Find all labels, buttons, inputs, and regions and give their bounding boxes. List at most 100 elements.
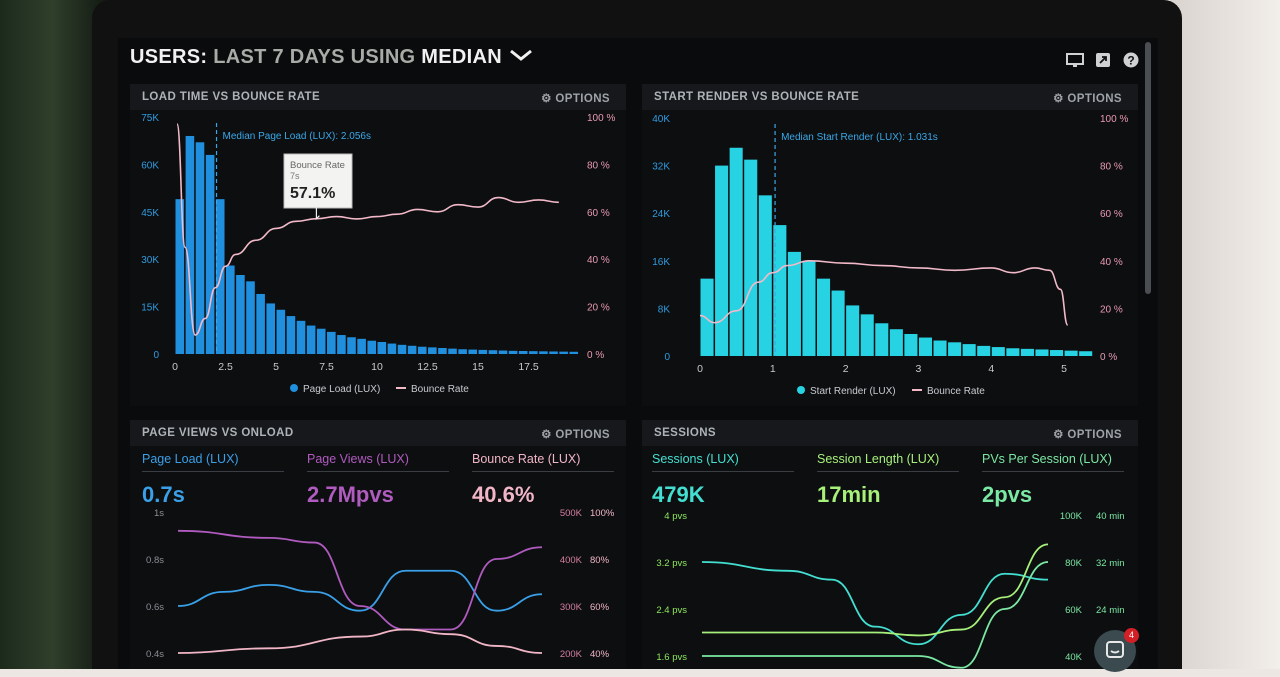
- histogram-bar: [226, 265, 235, 354]
- monitor-icon[interactable]: [1066, 52, 1084, 68]
- share-icon[interactable]: [1094, 52, 1112, 68]
- histogram-bar: [236, 275, 245, 354]
- y-tick-label: 0: [664, 352, 670, 363]
- x-tick-label: 5: [1061, 363, 1067, 375]
- metric-card[interactable]: Page Views (LUX) 2.7Mpvs: [307, 452, 449, 508]
- y-tick-label: 0.6s: [146, 602, 164, 613]
- y-tick-label: 2.4 pvs: [656, 605, 687, 616]
- histogram-bar: [787, 251, 801, 356]
- y2-tick-label: 40 %: [1100, 257, 1123, 268]
- x-tick-label: 15: [472, 361, 484, 373]
- histogram-bar: [539, 351, 548, 354]
- histogram-bar: [758, 195, 772, 356]
- histogram-bar: [205, 154, 215, 354]
- metric-value: 40.6%: [472, 482, 535, 507]
- y3-tick-label: 100%: [590, 508, 615, 519]
- title-using: USING: [350, 46, 416, 68]
- y-tick-label: 16K: [652, 257, 670, 268]
- histogram-bar: [256, 293, 265, 354]
- header-icons: ?: [1066, 52, 1140, 68]
- y-tick-label: 15K: [141, 303, 159, 314]
- options-button[interactable]: ⚙ OPTIONS: [541, 93, 610, 105]
- histogram-bar: [549, 351, 558, 354]
- histogram-bar: [337, 335, 346, 354]
- y-tick-label: 40K: [652, 114, 670, 125]
- histogram-bar: [478, 349, 488, 354]
- scrollbar[interactable]: [1145, 42, 1151, 294]
- metric-label: Page Views (LUX): [307, 452, 449, 472]
- y-tick-label: 1.6 pvs: [656, 652, 687, 663]
- series-line: [177, 628, 543, 654]
- y3-tick-label: 80%: [590, 555, 610, 566]
- histogram-bar: [875, 323, 889, 356]
- options-button[interactable]: ⚙ OPTIONS: [1053, 93, 1122, 105]
- panel-header: PAGE VIEWS VS ONLOAD ⚙ OPTIONS: [130, 420, 626, 446]
- histogram-bar: [306, 325, 316, 354]
- histogram-bar: [246, 281, 255, 354]
- histogram-bar: [948, 342, 962, 356]
- y-tick-label: 45K: [141, 208, 159, 219]
- histogram-bar: [498, 350, 508, 354]
- options-button[interactable]: ⚙ OPTIONS: [1053, 429, 1122, 441]
- histogram-bar: [175, 199, 185, 354]
- histogram-bar: [802, 260, 816, 356]
- y2-tick-label: 0 %: [1100, 352, 1117, 363]
- y2-tick-label: 80K: [1065, 558, 1083, 569]
- histogram-bar: [357, 338, 366, 354]
- histogram-bar: [458, 349, 467, 354]
- metric-card[interactable]: Page Load (LUX) 0.7s: [142, 452, 284, 508]
- help-icon[interactable]: ?: [1122, 52, 1140, 68]
- metric-label: Sessions (LUX): [652, 452, 794, 472]
- background-wall: [1170, 0, 1280, 669]
- y-tick-label: 3.2 pvs: [656, 558, 687, 569]
- metric-label: Bounce Rate (LUX): [472, 452, 614, 472]
- histogram-bar: [559, 351, 568, 354]
- histogram-bar: [962, 344, 976, 356]
- tooltip-value: 57.1%: [290, 185, 335, 202]
- x-tick-label: 7.5: [319, 361, 334, 373]
- histogram-bar: [387, 343, 397, 354]
- x-tick-label: 0: [697, 363, 703, 375]
- histogram-bar: [448, 348, 457, 354]
- options-button[interactable]: ⚙ OPTIONS: [541, 429, 610, 441]
- histogram-bar: [316, 328, 326, 354]
- y-tick-label: 0.4s: [146, 649, 164, 660]
- series-line: [177, 569, 543, 612]
- histogram-bar: [918, 337, 933, 356]
- histogram-bar: [488, 350, 498, 354]
- metric-card[interactable]: Sessions (LUX) 479K: [652, 452, 794, 508]
- metric-card[interactable]: Session Length (LUX) 17min: [817, 452, 959, 508]
- histogram-bar: [367, 340, 377, 354]
- legend-label: Bounce Rate: [927, 386, 985, 397]
- histogram-bar: [1064, 350, 1078, 356]
- series-line: [702, 561, 1049, 669]
- chat-icon: [1106, 641, 1124, 658]
- histogram-bar: [1050, 350, 1064, 356]
- y-tick-label: 24K: [652, 209, 670, 220]
- chart-render-vs-bounce: 0 8K 16K 24K 32K 40K 0 % 20 % 40 % 60 % 80 % 100 % 0…: [652, 114, 1128, 397]
- histogram-bar: [744, 159, 758, 356]
- median-annotation: Median Page Load (LUX): 2.056s: [223, 131, 371, 142]
- histogram-bar: [276, 309, 286, 354]
- chart-load-vs-bounce: 0 15K 30K 45K 60K 75K 0 % 20 % 40 % 60 % 80 % 100 %…: [141, 113, 615, 395]
- y3-tick-label: 32 min: [1096, 558, 1125, 569]
- histogram-bar: [438, 347, 447, 354]
- histogram-bar: [1006, 348, 1020, 356]
- bounce-rate-line: [176, 123, 559, 336]
- cursor-icon: [315, 206, 320, 221]
- page-title[interactable]: USERS: LAST 7 DAYS USING MEDIAN: [130, 46, 534, 69]
- histogram-bar: [817, 278, 831, 356]
- y2-tick-label: 20 %: [1100, 304, 1123, 315]
- panel-page-views: PAGE VIEWS VS ONLOAD ⚙ OPTIONS Page Load…: [130, 420, 626, 669]
- histogram-bar: [347, 337, 356, 354]
- y2-tick-label: 40 %: [587, 255, 610, 266]
- chevron-down-icon[interactable]: [508, 46, 534, 68]
- metric-value: 2pvs: [982, 482, 1033, 507]
- y3-tick-label: 40%: [590, 649, 610, 660]
- metric-card[interactable]: PVs Per Session (LUX) 2pvs: [982, 452, 1124, 508]
- metric-card[interactable]: Bounce Rate (LUX) 40.6%: [472, 452, 614, 508]
- x-tick-label: 5: [273, 361, 279, 373]
- y-tick-label: 75K: [141, 113, 159, 124]
- y2-tick-label: 500K: [560, 508, 583, 519]
- panel-title: PAGE VIEWS VS ONLOAD: [142, 427, 294, 439]
